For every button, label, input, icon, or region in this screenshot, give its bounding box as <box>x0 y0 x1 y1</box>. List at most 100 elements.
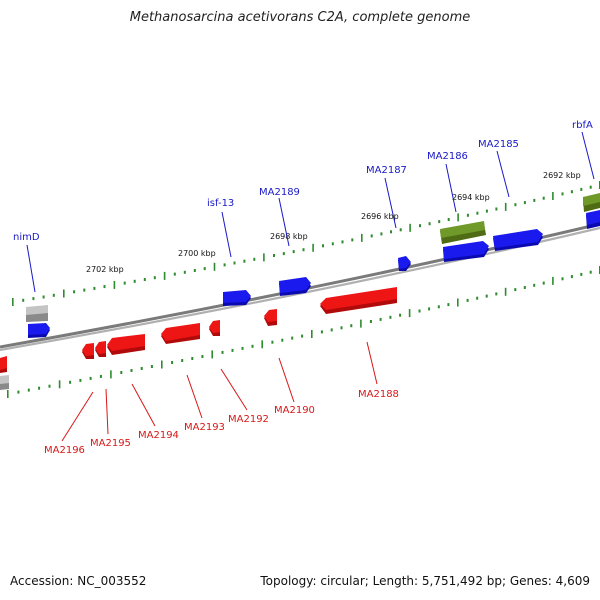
major-tick <box>457 298 459 307</box>
minor-tick <box>150 365 153 368</box>
major-tick <box>63 289 65 298</box>
gene-label-MA2193[interactable]: MA2193 <box>184 422 225 433</box>
minor-tick <box>447 303 450 307</box>
gene-label-MA2190[interactable]: MA2190 <box>274 405 315 416</box>
gene-rbfA[interactable] <box>586 210 600 229</box>
major-tick <box>361 233 363 242</box>
gene-nimD[interactable] <box>28 323 50 338</box>
gene-MA2188[interactable] <box>320 287 397 314</box>
gene-label-MA2185[interactable]: MA2185 <box>478 139 519 150</box>
gene-MA2186[interactable] <box>443 241 489 262</box>
minor-tick <box>281 338 284 342</box>
major-tick <box>213 262 216 271</box>
major-tick <box>110 370 112 379</box>
forward-tick-row <box>12 181 600 306</box>
minor-tick <box>273 254 275 257</box>
minor-tick <box>292 250 295 254</box>
minor-tick <box>389 315 392 319</box>
gene-label-rbfA[interactable]: rbfA <box>572 120 593 131</box>
minor-tick <box>379 317 382 321</box>
minor-tick <box>133 279 136 283</box>
major-tick <box>7 390 9 398</box>
minor-tick <box>341 240 344 244</box>
gene-left-edge-red[interactable] <box>0 356 7 373</box>
minor-tick <box>231 348 234 352</box>
minor-tick <box>83 288 86 292</box>
minor-tick <box>447 218 450 221</box>
minor-tick <box>143 278 146 281</box>
gene-MA2192[interactable] <box>209 320 220 336</box>
major-tick <box>409 223 411 232</box>
minor-tick <box>93 286 96 290</box>
gene-label-MA2194[interactable]: MA2194 <box>138 430 179 441</box>
gene-MA2194[interactable] <box>107 334 145 355</box>
minor-tick <box>291 336 294 340</box>
gene-label-MA2187[interactable]: MA2187 <box>366 165 407 176</box>
gene-isf-13[interactable] <box>223 290 251 306</box>
reverse-genes <box>0 287 397 390</box>
minor-tick <box>301 334 304 338</box>
gene-label-nimD[interactable]: nimD <box>13 232 40 243</box>
forward-genes <box>26 193 600 338</box>
minor-tick <box>428 222 431 226</box>
forward-gene-labels: nimD isf-13 MA2189 MA2187 MA2186 MA2185 … <box>13 120 593 243</box>
gene-label-MA2189[interactable]: MA2189 <box>259 187 300 198</box>
gene-MA2196[interactable] <box>82 343 94 359</box>
genome-summary-text: Topology: circular; Length: 5,751,492 bp… <box>260 574 590 588</box>
minor-tick <box>48 384 51 388</box>
minor-tick <box>241 346 244 350</box>
forward-leader-lines <box>26 131 595 293</box>
major-tick <box>12 298 14 306</box>
kbp-label: 2694 kbp <box>452 193 490 202</box>
minor-tick <box>351 238 354 242</box>
minor-tick <box>523 286 526 289</box>
minor-tick <box>476 296 479 300</box>
minor-tick <box>52 293 55 297</box>
gene-MA2195[interactable] <box>95 341 106 357</box>
minor-tick <box>438 220 441 224</box>
minor-tick <box>589 270 592 274</box>
gene-MA2187[interactable] <box>398 256 411 271</box>
reverse-gene-labels: MA2196 MA2195 MA2194 MA2193 MA2192 MA219… <box>44 389 399 456</box>
minor-tick <box>561 277 564 281</box>
minor-tick <box>320 330 323 334</box>
minor-tick <box>123 281 126 285</box>
minor-tick <box>580 187 583 191</box>
minor-tick <box>191 357 194 360</box>
gene-MA2189[interactable] <box>279 277 311 296</box>
gene-rbfA-rna[interactable] <box>583 193 600 212</box>
gene-label-MA2186[interactable]: MA2186 <box>427 151 468 162</box>
minor-tick <box>580 272 583 276</box>
minor-tick <box>570 190 573 194</box>
gene-MA2190[interactable] <box>264 309 277 326</box>
gene-label-MA2188[interactable]: MA2188 <box>358 389 399 400</box>
major-tick <box>113 280 116 289</box>
minor-tick <box>103 285 106 289</box>
minor-tick <box>561 192 564 196</box>
major-tick <box>408 309 411 318</box>
gene-label-MA2192[interactable]: MA2192 <box>228 414 269 425</box>
minor-tick <box>514 203 517 207</box>
gene-MA2193[interactable] <box>161 323 200 344</box>
minor-tick <box>251 344 254 348</box>
minor-tick <box>130 369 133 372</box>
minor-tick <box>173 272 176 276</box>
minor-tick <box>495 207 498 211</box>
gene-left-edge-grey[interactable] <box>0 375 9 390</box>
gene-label-MA2195[interactable]: MA2195 <box>90 438 131 449</box>
gene-label-isf-13[interactable]: isf-13 <box>207 198 234 209</box>
minor-tick <box>38 386 41 390</box>
minor-tick <box>533 283 536 287</box>
minor-tick <box>201 355 204 358</box>
gene-label-MA2196[interactable]: MA2196 <box>44 445 85 456</box>
minor-tick <box>282 252 285 256</box>
major-tick <box>312 243 314 252</box>
gene-MA2186-rna[interactable] <box>440 221 486 244</box>
minor-tick <box>437 305 440 309</box>
gene-pseudo-1[interactable] <box>26 305 48 322</box>
gene-MA2185[interactable] <box>493 229 543 251</box>
minor-tick <box>466 298 469 302</box>
major-tick <box>311 330 313 338</box>
minor-tick <box>223 263 226 267</box>
